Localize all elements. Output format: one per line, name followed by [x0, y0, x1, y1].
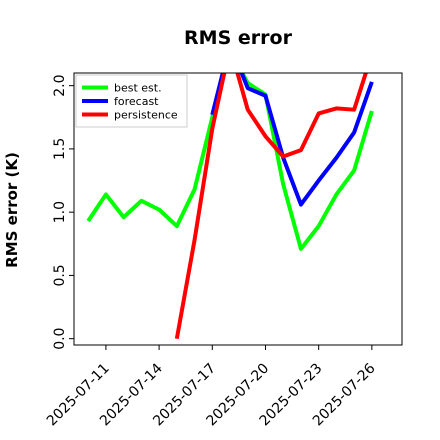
series-line-best-est [86, 73, 374, 251]
legend-label-best-est: best est. [114, 82, 162, 95]
legend-box [75, 74, 188, 128]
series-line-persistence [174, 73, 368, 340]
legend-label-forecast: forecast [114, 95, 159, 108]
y-tick-label: 1.0 [52, 201, 68, 223]
y-axis-label: RMS error (K) [3, 152, 21, 268]
y-tick-label: 2.0 [52, 75, 68, 97]
chart-title: RMS error [184, 27, 293, 49]
y-tick-label: 0.5 [52, 264, 68, 286]
legend-label-persistence: persistence [114, 109, 178, 122]
series-layer [86, 73, 374, 340]
y-tick-label: 1.5 [52, 138, 68, 160]
plot-frame [73, 72, 403, 346]
legend: best est. forecast persistence [75, 74, 188, 128]
y-tick-label: 0.0 [52, 328, 68, 350]
series-line-forecast [210, 73, 374, 207]
